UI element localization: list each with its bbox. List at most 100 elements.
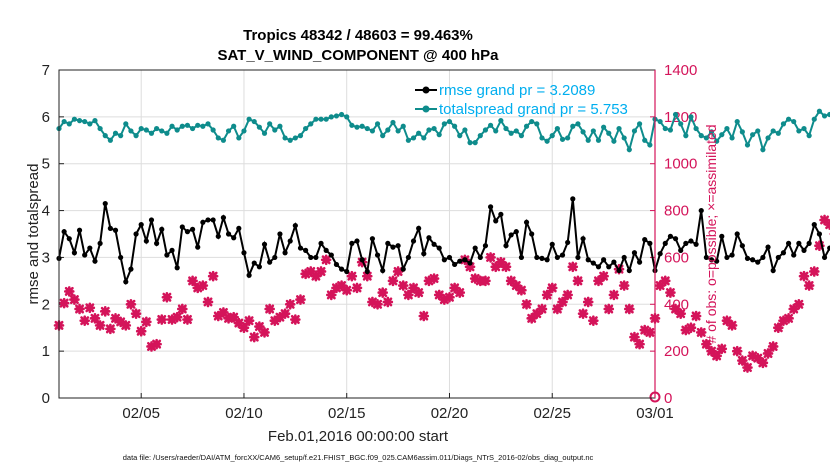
rmse-point bbox=[734, 231, 740, 237]
spread-point bbox=[215, 135, 221, 141]
obs-marker bbox=[228, 311, 239, 323]
spread-point bbox=[523, 123, 530, 129]
x-tick-label: 03/01 bbox=[636, 405, 674, 422]
rmse-point bbox=[678, 247, 684, 253]
spread-point bbox=[112, 130, 119, 136]
obs-marker bbox=[146, 341, 157, 352]
spread-point bbox=[195, 122, 201, 128]
rmse-point bbox=[708, 257, 715, 263]
spread-point bbox=[349, 122, 355, 128]
spread-point bbox=[405, 137, 411, 143]
legend-spread-marker bbox=[422, 105, 430, 113]
rmse-point bbox=[503, 243, 509, 249]
rmse-point bbox=[801, 247, 807, 253]
obs-marker bbox=[305, 266, 317, 277]
spread-point bbox=[518, 133, 525, 139]
obs-marker bbox=[798, 270, 810, 282]
spread-point bbox=[205, 121, 211, 127]
rmse-point bbox=[390, 244, 396, 250]
spread-point bbox=[220, 137, 227, 143]
rmse-point bbox=[82, 252, 88, 258]
obs-marker bbox=[793, 298, 805, 310]
plot-area: 02/05 02/10 02/15 02/20 02/25 03/010123456702… bbox=[42, 62, 830, 422]
spread-point bbox=[719, 132, 725, 138]
rmse-point bbox=[215, 233, 221, 239]
rmse-point bbox=[287, 238, 293, 244]
obs-marker bbox=[783, 313, 794, 324]
obs-marker bbox=[361, 270, 373, 282]
spread-point bbox=[667, 127, 674, 133]
rmse-point bbox=[328, 252, 334, 258]
spread-point bbox=[251, 118, 257, 125]
obs-marker bbox=[259, 327, 270, 338]
spread-point bbox=[570, 123, 576, 129]
rmse-point bbox=[148, 217, 155, 223]
spread-point bbox=[821, 113, 828, 119]
spread-point bbox=[487, 122, 494, 128]
spread-point bbox=[462, 127, 468, 133]
y-tick-label: 0 bbox=[42, 390, 50, 407]
spread-point bbox=[662, 125, 668, 132]
obs-marker bbox=[603, 303, 615, 315]
chart-subtitle: SAT_V_WIND_COMPONENT @ 400 hPa bbox=[217, 47, 499, 64]
spread-point bbox=[76, 118, 83, 124]
rmse-point bbox=[436, 245, 442, 251]
obs-marker bbox=[192, 282, 204, 294]
spread-point bbox=[791, 118, 797, 125]
obs-marker bbox=[752, 352, 764, 364]
spread-point bbox=[277, 123, 283, 129]
spread-point bbox=[328, 114, 334, 120]
spread-point bbox=[292, 135, 298, 141]
rmse-point bbox=[374, 252, 381, 258]
spread-point bbox=[534, 121, 540, 127]
rmse-point bbox=[154, 240, 160, 246]
rmse-point bbox=[467, 260, 473, 266]
obs-marker bbox=[531, 308, 543, 319]
spread-point bbox=[498, 118, 504, 124]
spread-point bbox=[236, 135, 242, 141]
spread-point bbox=[118, 133, 124, 139]
rmse-point bbox=[729, 252, 735, 258]
obs-marker bbox=[290, 314, 301, 325]
spread-point bbox=[333, 113, 340, 119]
spread-point bbox=[426, 127, 432, 133]
obs-marker bbox=[197, 280, 209, 291]
rmse-point bbox=[518, 254, 525, 261]
rmse-point bbox=[580, 236, 586, 242]
rmse-point bbox=[231, 235, 237, 241]
spread-point bbox=[683, 133, 689, 139]
obs-marker bbox=[341, 284, 353, 296]
rmse-point bbox=[303, 247, 309, 253]
obs-marker bbox=[639, 324, 651, 336]
rmse-point bbox=[416, 225, 422, 231]
spread-point bbox=[457, 133, 463, 139]
obs-marker bbox=[541, 289, 553, 301]
spread-point bbox=[482, 127, 489, 133]
obs-marker bbox=[295, 294, 306, 305]
obs-marker bbox=[449, 282, 460, 294]
obs-marker bbox=[351, 282, 363, 294]
obs-marker bbox=[310, 270, 322, 282]
rmse-point bbox=[487, 204, 494, 210]
spread-point bbox=[755, 128, 761, 134]
spread-point bbox=[282, 135, 288, 141]
obs-marker bbox=[675, 308, 686, 319]
obs-marker bbox=[110, 313, 121, 324]
obs-marker bbox=[788, 303, 800, 315]
obs-marker bbox=[721, 315, 733, 326]
obs-marker bbox=[695, 327, 707, 338]
spread-point bbox=[472, 140, 478, 146]
spread-point bbox=[297, 133, 304, 139]
obs-marker bbox=[171, 311, 183, 323]
rmse-point bbox=[816, 231, 823, 237]
rmse-point bbox=[256, 264, 262, 270]
obs-marker bbox=[593, 275, 604, 287]
rmse-point bbox=[688, 238, 694, 244]
obs-marker bbox=[212, 310, 224, 322]
rmse-point bbox=[441, 257, 447, 263]
spread-point bbox=[724, 125, 730, 132]
spread-point bbox=[539, 135, 545, 141]
obs-marker bbox=[166, 314, 178, 325]
obs-marker bbox=[778, 315, 789, 326]
